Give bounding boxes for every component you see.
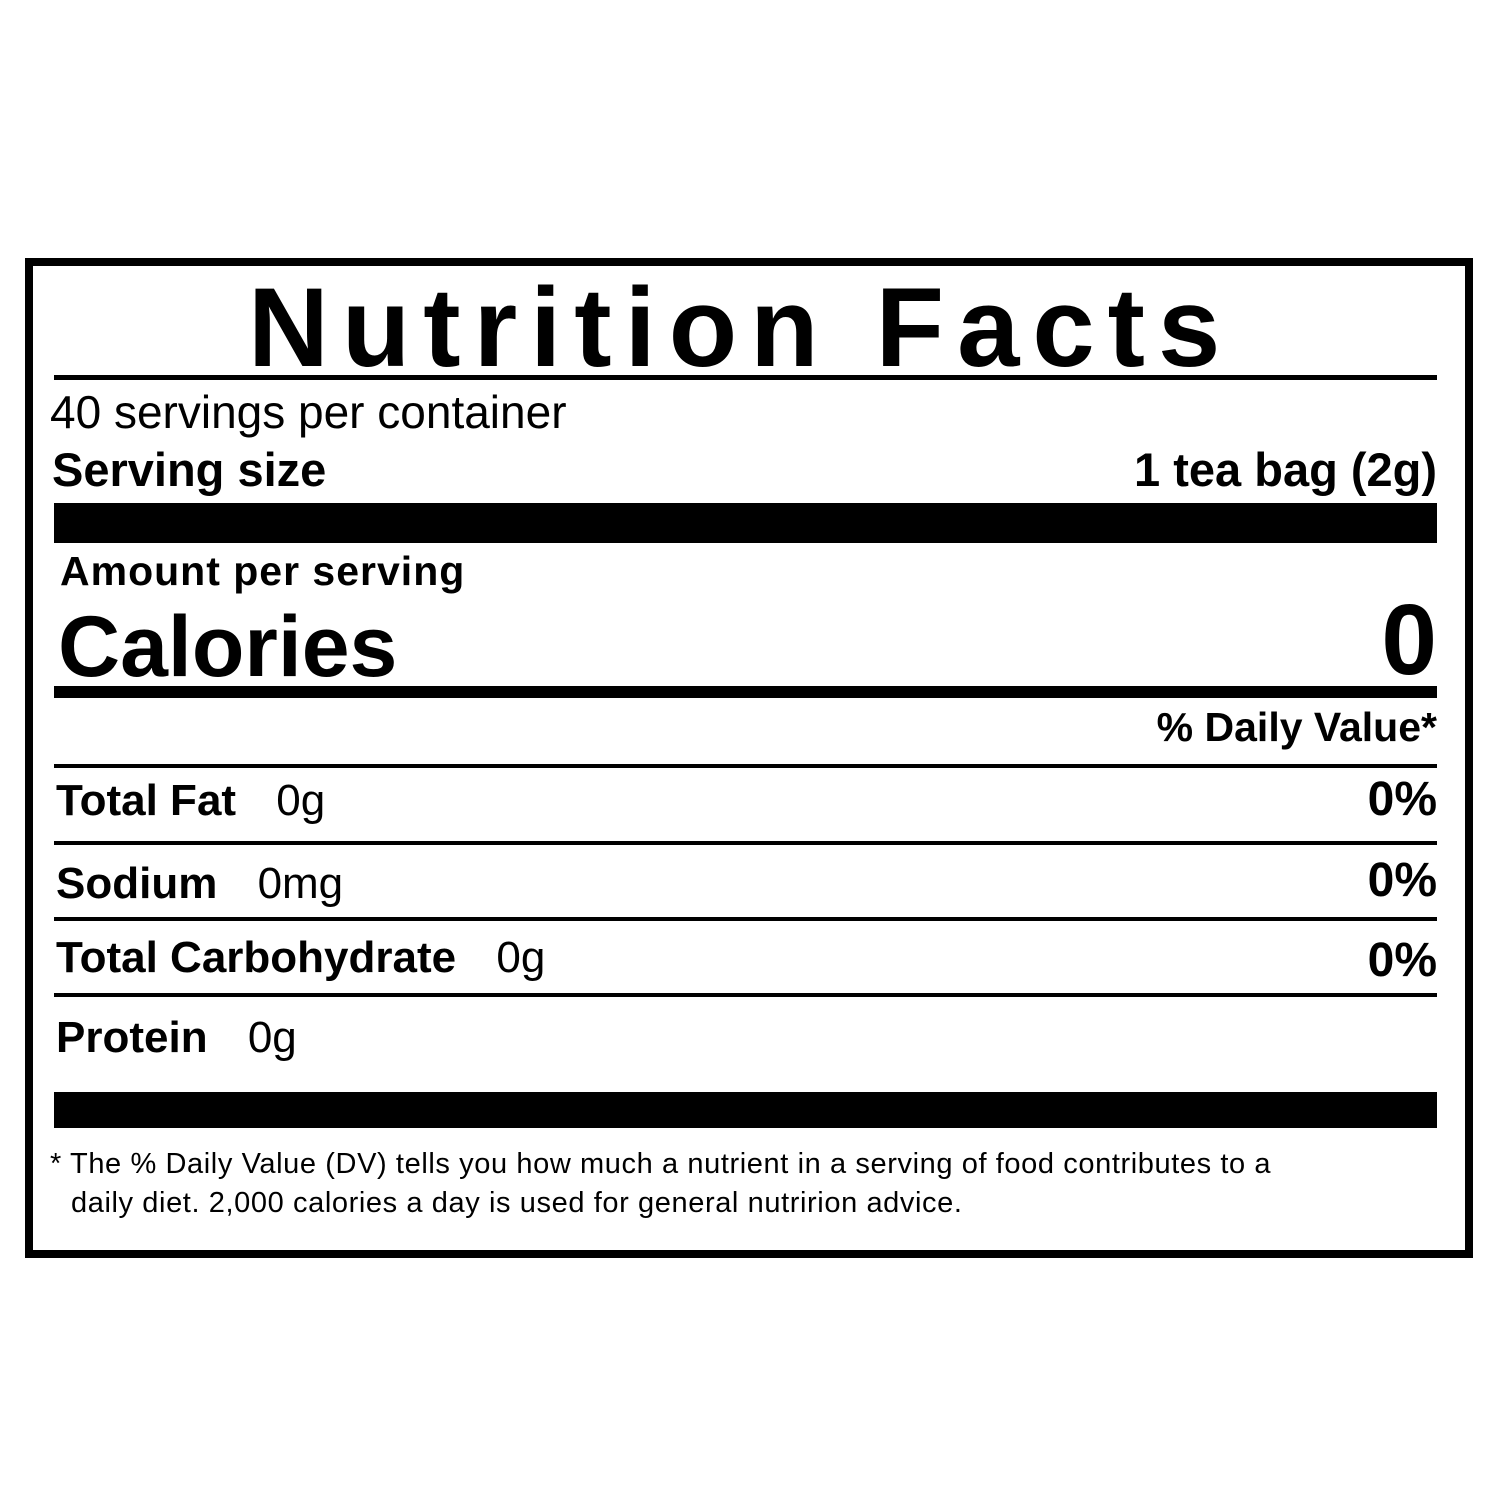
nutrition-label-frame [25, 258, 1473, 1258]
divider-dv [54, 764, 1437, 768]
nutrient-name: Sodium [56, 859, 218, 908]
nutrient-amount: 0g [496, 933, 546, 982]
label-title: Nutrition Facts [248, 265, 1234, 390]
nutrient-dv: 0% [1367, 934, 1437, 987]
nutrient-amount: 0g [247, 1013, 297, 1062]
daily-value-header: % Daily Value* [1156, 704, 1437, 750]
amount-per-serving: Amount per serving [60, 548, 466, 594]
divider-row [54, 993, 1437, 997]
nutrient-dv: 0% [1367, 773, 1437, 826]
divider-thick-1 [54, 503, 1437, 543]
calories-value: 0 [1381, 584, 1437, 696]
nutrient-amount: 0mg [257, 859, 344, 908]
nutrient-row-sodium: Sodium 0mg [56, 862, 343, 906]
serving-size-value: 1 tea bag (2g) [1134, 443, 1437, 496]
divider-calories [54, 686, 1437, 698]
divider-row [54, 841, 1437, 845]
nutrient-row-total-fat: Total Fat 0g [56, 779, 325, 823]
nutrient-name: Protein [56, 1013, 208, 1062]
nutrient-name: Total Fat [56, 776, 237, 825]
nutrient-row-protein: Protein 0g [56, 1016, 297, 1060]
servings-per-container: 40 servings per container [50, 386, 567, 438]
footnote-line-2: daily diet. 2,000 calories a day is used… [71, 1187, 963, 1219]
serving-size-label: Serving size [52, 443, 327, 496]
nutrient-name: Total Carbohydrate [56, 933, 457, 982]
nutrient-dv: 0% [1367, 854, 1437, 907]
divider-thick-bottom [54, 1092, 1437, 1128]
nutrient-row-total-carbohydrate: Total Carbohydrate 0g [56, 936, 545, 980]
footnote-line-1: * The % Daily Value (DV) tells you how m… [50, 1148, 1272, 1180]
divider-row [54, 917, 1437, 921]
nutrient-amount: 0g [276, 776, 326, 825]
calories-label: Calories [58, 599, 398, 695]
divider-title [54, 375, 1437, 380]
